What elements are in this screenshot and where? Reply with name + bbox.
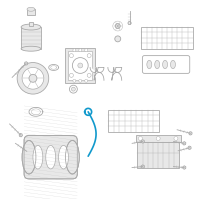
Bar	[68, 51, 92, 80]
Circle shape	[79, 49, 82, 52]
Bar	[137, 142, 179, 168]
Circle shape	[138, 136, 142, 140]
Polygon shape	[90, 67, 104, 80]
Ellipse shape	[147, 60, 152, 69]
Bar	[141, 27, 193, 49]
Ellipse shape	[59, 145, 68, 169]
FancyBboxPatch shape	[24, 136, 77, 179]
Circle shape	[69, 54, 73, 58]
Bar	[27, 9, 35, 15]
Circle shape	[79, 79, 82, 82]
Bar	[65, 48, 95, 83]
Circle shape	[69, 85, 77, 93]
Bar	[136, 135, 181, 142]
Ellipse shape	[27, 7, 35, 11]
Circle shape	[29, 74, 37, 82]
Circle shape	[78, 63, 83, 68]
Ellipse shape	[21, 24, 41, 30]
Circle shape	[69, 73, 73, 77]
Circle shape	[73, 49, 76, 52]
Ellipse shape	[163, 60, 168, 69]
Bar	[108, 110, 159, 132]
Circle shape	[115, 24, 120, 29]
Circle shape	[85, 79, 88, 82]
Circle shape	[72, 58, 88, 73]
Polygon shape	[108, 67, 122, 80]
Ellipse shape	[22, 140, 36, 174]
Circle shape	[73, 79, 76, 82]
FancyBboxPatch shape	[142, 56, 190, 73]
Bar	[29, 22, 33, 26]
Ellipse shape	[65, 140, 79, 174]
Circle shape	[87, 54, 91, 58]
Ellipse shape	[33, 145, 43, 169]
Circle shape	[156, 136, 160, 140]
Circle shape	[85, 49, 88, 52]
Ellipse shape	[155, 60, 160, 69]
Circle shape	[22, 67, 44, 89]
Ellipse shape	[46, 145, 56, 169]
Bar	[21, 27, 41, 49]
Circle shape	[87, 73, 91, 77]
Circle shape	[115, 36, 121, 42]
Ellipse shape	[21, 46, 41, 51]
Ellipse shape	[171, 60, 175, 69]
Circle shape	[174, 136, 178, 140]
Circle shape	[17, 63, 49, 94]
Circle shape	[71, 87, 75, 91]
